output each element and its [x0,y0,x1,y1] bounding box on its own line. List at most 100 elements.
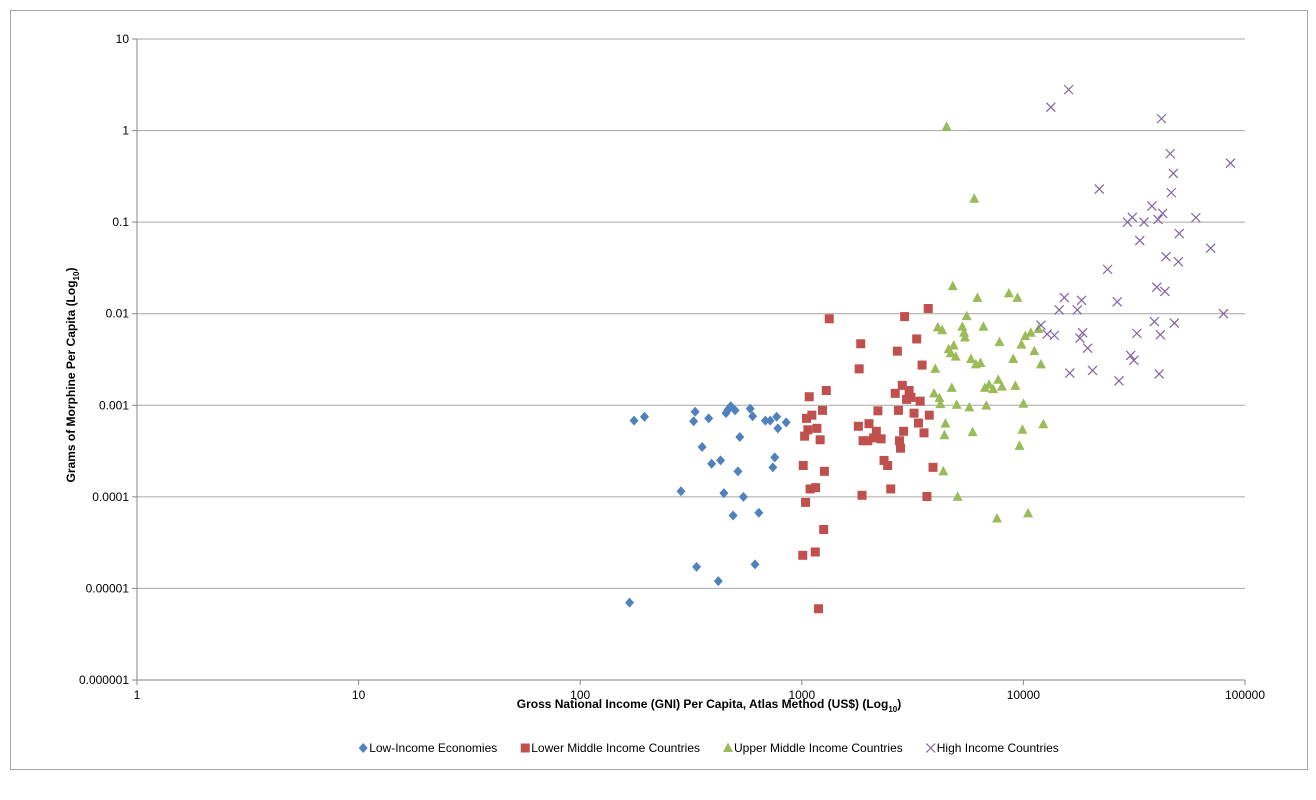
data-point [994,336,1005,347]
data-point [939,429,950,440]
y-axis-title: Grams of Morphine Per Capita (Log10) [64,268,81,483]
data-point [1087,365,1098,376]
data-point [811,483,821,493]
y-axis-title-subscript: 10 [72,271,81,280]
x-tick-label: 100 [570,688,590,702]
x-tick-label: 1000 [788,688,815,702]
legend-label: Low-Income Economies [369,741,497,755]
data-point [959,327,970,337]
data-point [967,426,978,437]
data-point [819,466,829,476]
data-point [735,432,745,443]
data-point [950,351,961,361]
data-point [984,379,995,389]
data-point [1161,251,1171,262]
data-point [773,423,783,434]
data-point [1190,212,1201,223]
x-axis-title-close: ) [897,697,901,711]
x-axis-title-subscript: 10 [888,705,897,714]
data-point [1054,304,1065,315]
data-point [1059,292,1070,303]
data-point [969,193,980,203]
y-tick-label: 0.01 [106,307,130,321]
data-point [1146,201,1157,211]
legend-marker [358,743,368,753]
data-point [957,321,968,331]
data-point [948,339,959,350]
data-point [738,491,748,502]
legend-label: High Income Countries [937,741,1059,755]
data-point [1012,292,1023,302]
data-point [938,465,949,476]
data-point [876,434,886,444]
data-point [935,398,946,409]
legend-marker [925,743,936,753]
data-point [883,461,893,471]
data-point [754,507,764,518]
data-point [1154,369,1165,379]
data-point [804,392,814,402]
data-point [854,364,864,374]
series-2 [929,121,1049,523]
data-point [1131,328,1142,339]
data-point [719,488,729,499]
data-point [798,550,808,560]
chart-frame: 10 1 0.1 0.01 0.001 0.0001 0.00001 0.000001 1 10… [10,10,1308,770]
data-point [857,490,867,500]
data-point [629,415,639,426]
data-point [897,380,907,390]
data-point [993,374,1004,384]
data-point [1149,316,1160,327]
data-point [1205,243,1216,254]
data-point [988,383,999,394]
data-point [1014,440,1025,450]
data-point [807,410,817,420]
data-point [856,339,866,349]
data-point [1003,287,1014,298]
data-point [1159,286,1170,297]
y-tick-label: 0.00001 [86,581,130,595]
data-point [625,597,635,608]
data-point [689,416,699,427]
data-point [1077,327,1088,338]
data-point [972,292,983,302]
data-point [959,331,970,342]
x-tick-label: 10000 [1007,688,1041,702]
data-point [915,396,925,406]
y-axis-ticks: 10 1 0.1 0.01 0.001 0.0001 0.00001 0.000001 [79,32,129,687]
data-point [1035,358,1046,369]
data-point [1128,355,1139,366]
data-point [819,525,829,535]
y-tick-label: 0.000001 [79,673,129,687]
data-point [1166,187,1177,198]
data-point [1139,217,1149,228]
data-point [1082,343,1093,354]
y-tick-label: 0.001 [99,398,129,412]
data-point [768,462,778,473]
data-point [930,363,941,373]
series-0 [625,401,791,608]
data-point [946,382,957,392]
data-point [1173,256,1184,267]
data-point [1064,368,1075,378]
data-point [1045,102,1056,113]
y-tick-label: 0.1 [112,215,129,229]
data-point [1016,339,1027,349]
data-point [893,405,903,415]
data-point [1125,350,1136,361]
data-point [1225,158,1236,169]
data-point [909,408,919,418]
data-point [1134,235,1145,246]
data-point [952,491,963,501]
data-point [716,455,726,466]
data-point [1038,418,1049,429]
data-point [947,280,958,291]
series-3 [1036,84,1236,386]
legend-label: Lower Middle Income Countries [531,741,700,755]
data-point [1072,304,1083,315]
legend-label: Upper Middle Income Countries [734,741,903,755]
data-point [803,425,813,435]
data-point [1018,398,1029,408]
data-point [707,458,717,469]
data-point [899,426,909,436]
